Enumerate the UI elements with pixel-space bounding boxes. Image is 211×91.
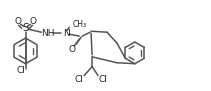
Text: N: N — [63, 29, 70, 38]
Text: Cl: Cl — [99, 75, 107, 84]
Text: O: O — [30, 17, 37, 26]
Text: O: O — [14, 17, 21, 26]
Text: NH: NH — [41, 29, 54, 38]
Text: CH₃: CH₃ — [72, 20, 86, 29]
Text: O: O — [69, 45, 76, 54]
Text: Cl: Cl — [75, 75, 84, 84]
Text: S: S — [22, 23, 29, 33]
Text: Cl: Cl — [16, 66, 25, 75]
